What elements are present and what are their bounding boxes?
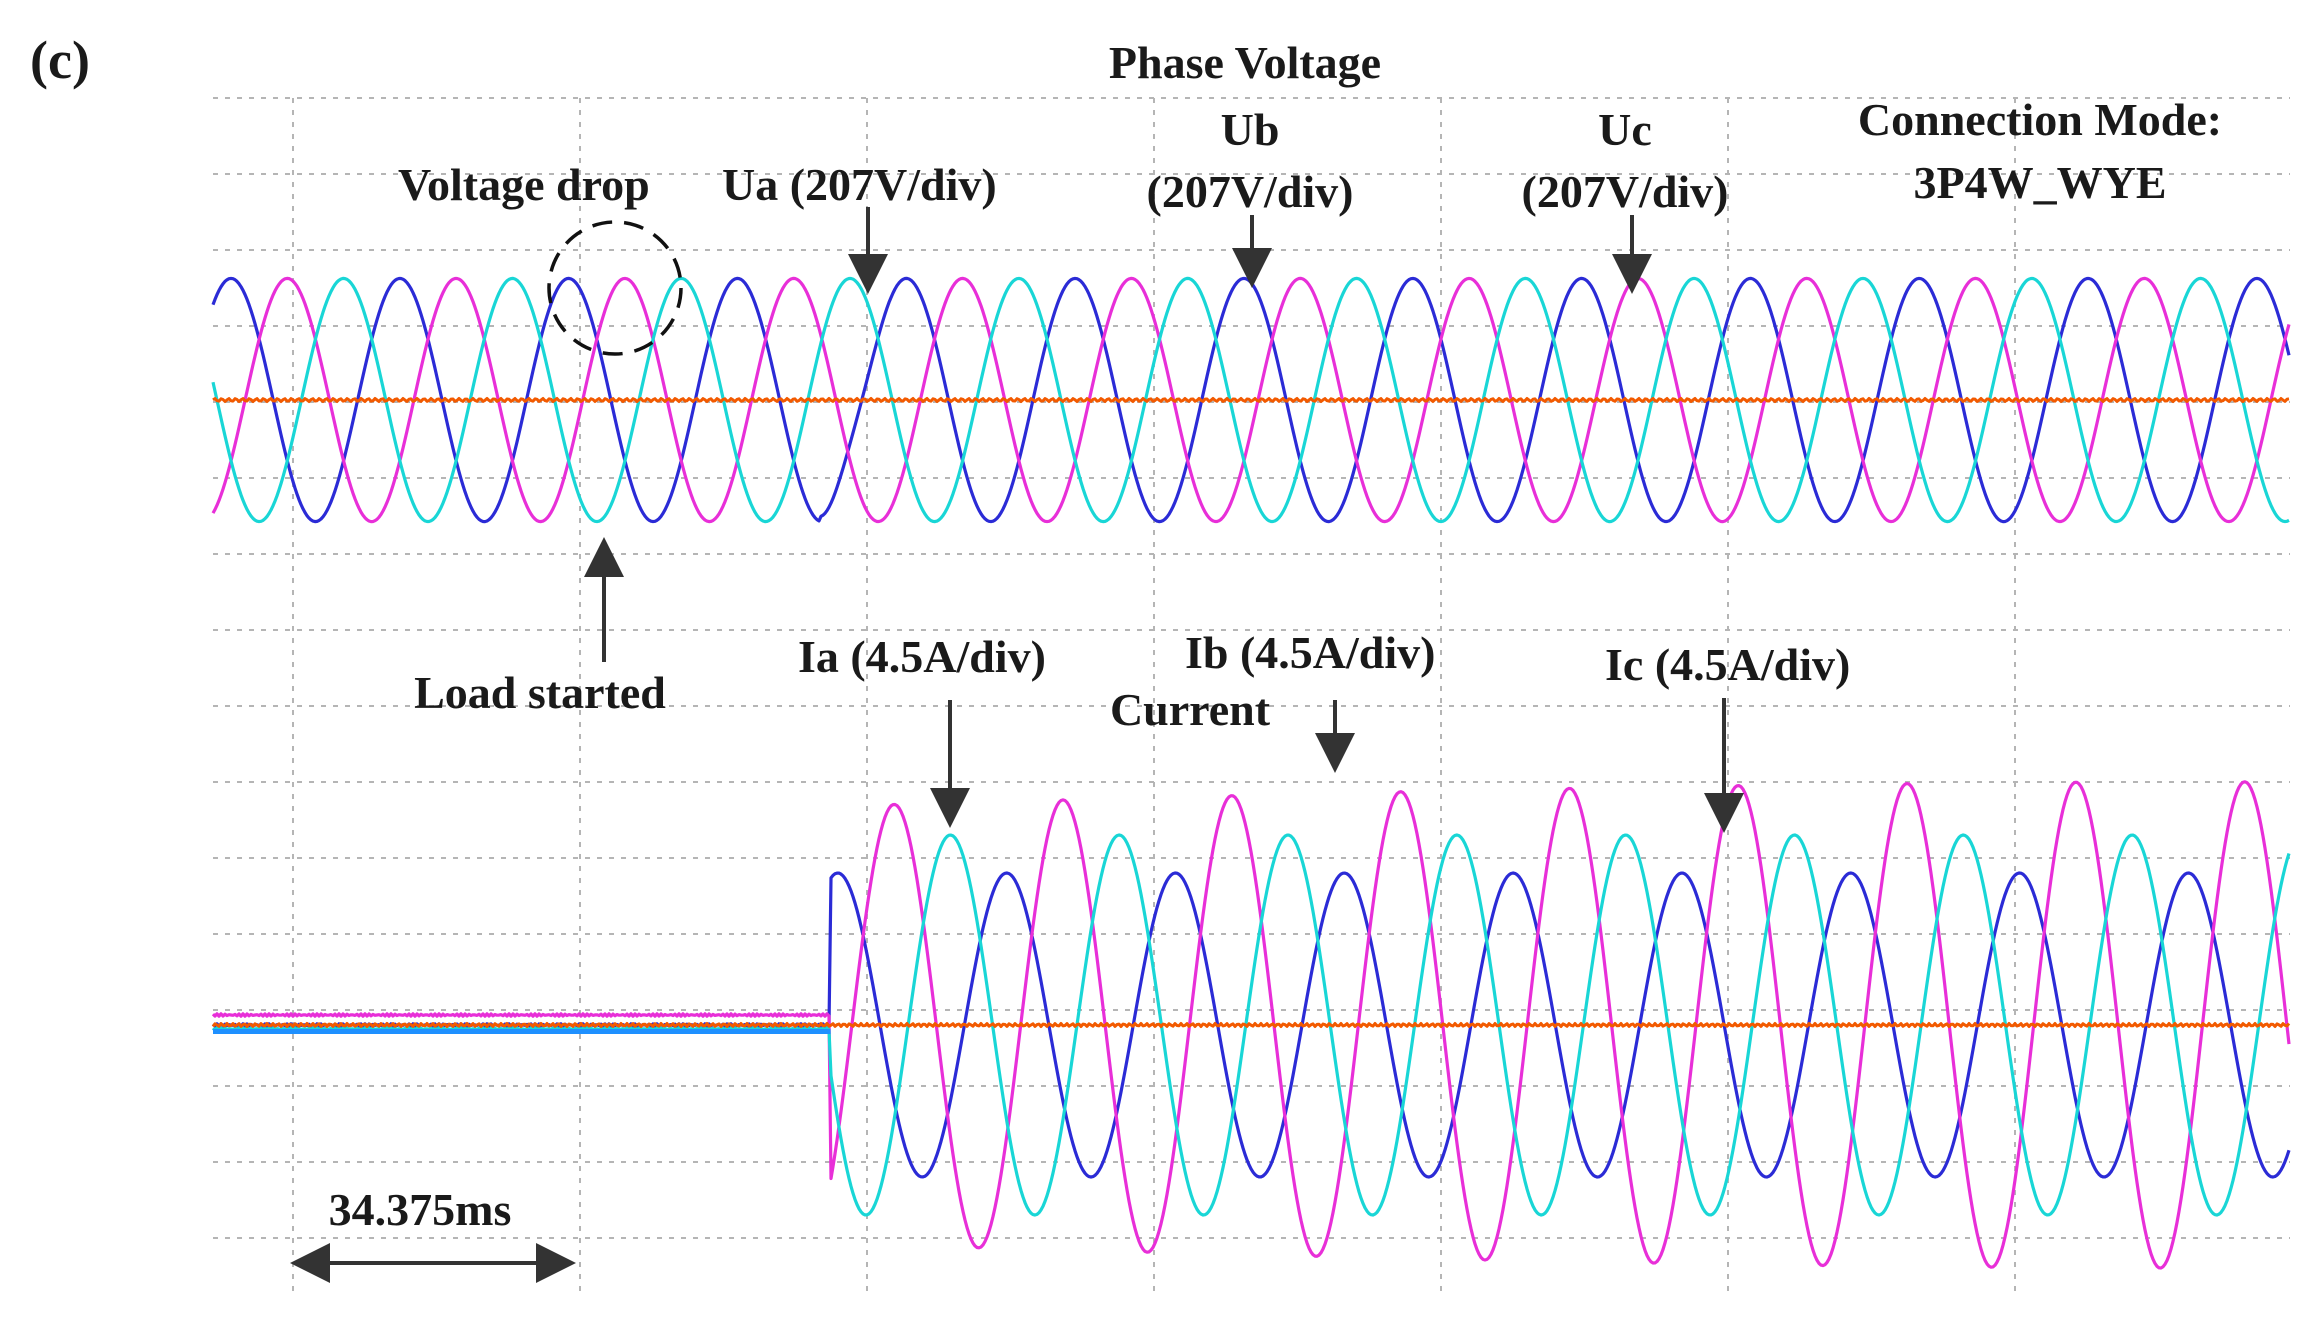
series-label-ic: Ic (4.5A/div) <box>1605 639 1850 690</box>
series-label-uc: Uc <box>1598 104 1652 155</box>
series-label-ub-scale: (207V/div) <box>1147 166 1354 217</box>
voltage-wave-uc <box>211 276 2290 524</box>
voltage-wave-ub <box>211 276 2291 524</box>
load-started-label: Load started <box>414 667 666 718</box>
voltage-waveforms <box>211 276 2291 524</box>
series-label-ub: Ub <box>1221 104 1280 155</box>
connection-mode-label: Connection Mode: <box>1858 94 2222 145</box>
panel-label: (c) <box>30 30 90 90</box>
current-wave-ib <box>211 780 2291 1270</box>
time-scale-label: 34.375ms <box>329 1184 512 1235</box>
series-label-ia: Ia (4.5A/div) <box>798 631 1046 682</box>
series-label-uc-scale: (207V/div) <box>1522 166 1729 217</box>
series-label-ua: Ua (207V/div) <box>722 159 997 210</box>
current-neutral-trace <box>211 1022 2291 1028</box>
pre-load-current-baseline <box>213 1029 831 1034</box>
voltage-panel-title: Phase Voltage <box>1109 37 1381 88</box>
voltage-neutral-trace <box>212 397 2290 403</box>
current-waveforms <box>211 780 2291 1270</box>
voltage-drop-label: Voltage drop <box>398 159 650 210</box>
current-panel-title: Current <box>1110 684 1271 735</box>
voltage-drop-marker <box>547 220 683 356</box>
connection-mode-value: 3P4W_WYE <box>1914 157 2167 208</box>
series-label-ib: Ib (4.5A/div) <box>1185 627 1435 678</box>
